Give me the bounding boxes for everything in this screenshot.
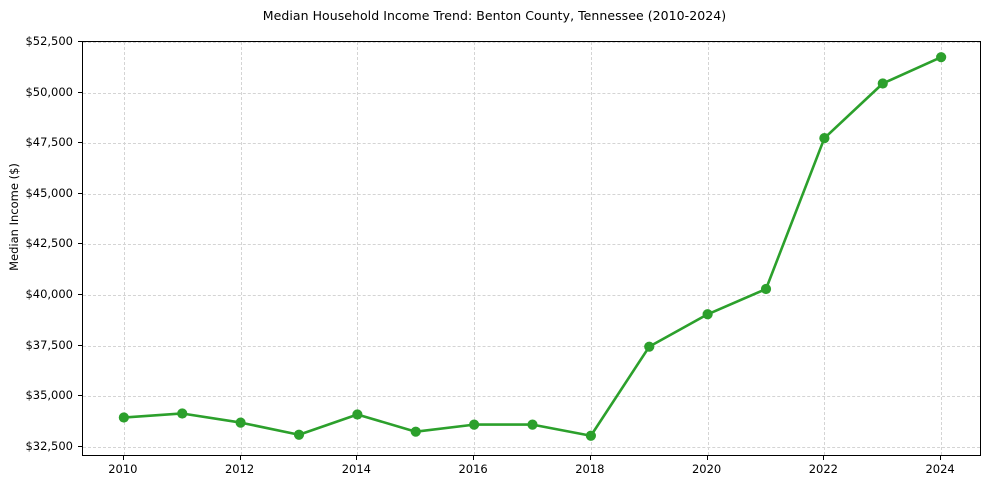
- data-point-marker: [352, 409, 363, 420]
- data-point-marker: [819, 133, 830, 144]
- series-line: [122, 55, 943, 438]
- x-tick-label: 2020: [691, 462, 722, 476]
- gridline-horizontal: [83, 244, 980, 246]
- gridline-vertical: [707, 42, 709, 455]
- x-tick-label: 2012: [224, 462, 255, 476]
- gridline-horizontal: [83, 42, 980, 43]
- data-point-marker: [760, 283, 772, 295]
- gridline-horizontal: [83, 193, 980, 195]
- gridline-vertical: [240, 42, 242, 455]
- data-point-marker: [410, 426, 421, 437]
- data-point-marker: [702, 309, 713, 320]
- x-tick-label: 2024: [925, 462, 955, 476]
- data-point-marker: [293, 429, 305, 440]
- gridline-vertical: [123, 42, 125, 455]
- y-axis-label: Median Income ($): [7, 163, 21, 271]
- gridline-horizontal: [83, 396, 980, 398]
- data-point-marker: [877, 78, 888, 89]
- gridline-vertical: [941, 42, 943, 455]
- gridline-vertical: [824, 42, 826, 455]
- x-tick-label: 2014: [341, 462, 371, 476]
- plot-area: [82, 41, 981, 456]
- data-point-marker: [118, 412, 129, 423]
- data-point-marker: [469, 419, 480, 430]
- gridline-horizontal: [83, 92, 980, 94]
- data-point-marker: [235, 417, 246, 428]
- y-tick-label: $52,500: [25, 34, 73, 48]
- gridline-vertical: [474, 42, 476, 455]
- gridline-horizontal: [83, 295, 980, 297]
- y-tick-label: $40,000: [25, 287, 73, 302]
- y-tick-label: $50,000: [25, 84, 73, 99]
- gridline-vertical: [590, 42, 592, 455]
- gridline-vertical: [357, 42, 359, 455]
- data-point-marker: [585, 430, 596, 441]
- chart-title: Median Household Income Trend: Benton Co…: [262, 8, 727, 23]
- data-point-marker: [936, 52, 947, 63]
- x-tick-label: 2016: [458, 462, 488, 476]
- x-tick-label: 2022: [808, 462, 839, 476]
- y-tick-label: $47,500: [25, 135, 73, 150]
- y-tick-label: $45,000: [25, 185, 73, 200]
- x-tick-label: 2010: [108, 462, 138, 476]
- gridline-horizontal: [83, 143, 980, 145]
- y-tick-label: $35,000: [25, 388, 73, 403]
- gridline-horizontal: [83, 446, 980, 448]
- gridline-horizontal: [83, 345, 980, 347]
- y-tick-label: $37,500: [25, 337, 73, 352]
- data-point-marker: [644, 341, 655, 352]
- series-markers: [118, 52, 947, 441]
- data-point-marker: [177, 408, 188, 419]
- line-series: [118, 52, 947, 441]
- y-tick-label: $32,500: [25, 438, 73, 453]
- data-point-marker: [527, 419, 538, 430]
- x-tick-label: 2018: [575, 462, 605, 476]
- y-tick-label: $42,500: [25, 236, 73, 251]
